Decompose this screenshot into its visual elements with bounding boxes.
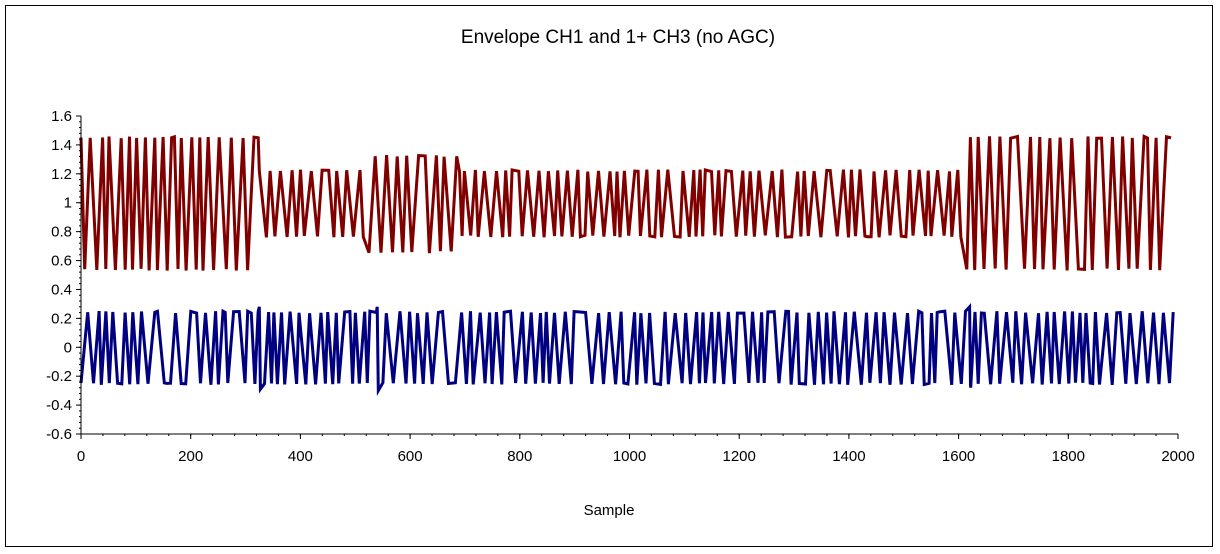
series-1 (79, 134, 1172, 271)
y-tick-label: 0.6 (51, 253, 72, 270)
x-tick-label: 200 (178, 448, 203, 465)
axes: 1.6 1.4 1.2 1 0.8 0.6 0.4 0.2 0 -0.2 -0.4 -0.6 0 200 4… (46, 108, 1195, 465)
plot-area (79, 134, 1175, 397)
y-tick-label: 1.6 (51, 108, 72, 125)
y-tick-label: 1.2 (51, 166, 72, 183)
x-tick-label: 800 (507, 448, 532, 465)
x-tick-label: 1200 (723, 448, 756, 465)
x-tick-label: 2000 (1161, 448, 1194, 465)
y-tick-label: -0.4 (46, 397, 72, 414)
series-2 (79, 303, 1175, 397)
chart-title: Envelope CH1 and 1+ CH3 (no AGC) (461, 27, 775, 48)
y-tick-label: 0.8 (51, 224, 72, 241)
y-tick-label: 0.2 (51, 310, 72, 327)
y-tick-label: 1.4 (51, 137, 72, 154)
x-tick-label: 0 (77, 448, 85, 465)
y-tick-label: 0.4 (51, 281, 72, 298)
x-tick-label: 1000 (613, 448, 646, 465)
chart-frame: Envelope CH1 and 1+ CH3 (no AGC) 1.6 1.4 1… (5, 5, 1213, 547)
y-tick-label: 1 (64, 195, 72, 212)
x-tick-label: 400 (288, 448, 313, 465)
series-1-line (79, 134, 1172, 271)
series-2-line (79, 303, 1175, 397)
x-tick-label: 1800 (1052, 448, 1085, 465)
chart-svg: Envelope CH1 and 1+ CH3 (no AGC) 1.61.41… (46, 27, 1195, 519)
x-tick-label: 1400 (832, 448, 865, 465)
x-tick-label: 1600 (942, 448, 975, 465)
x-tick-label: 600 (398, 448, 423, 465)
y-tick-label: 0 (64, 339, 72, 356)
y-tick-label: -0.2 (46, 368, 72, 385)
y-tick-label: -0.6 (46, 426, 72, 443)
x-axis-label: Sample (584, 502, 635, 519)
